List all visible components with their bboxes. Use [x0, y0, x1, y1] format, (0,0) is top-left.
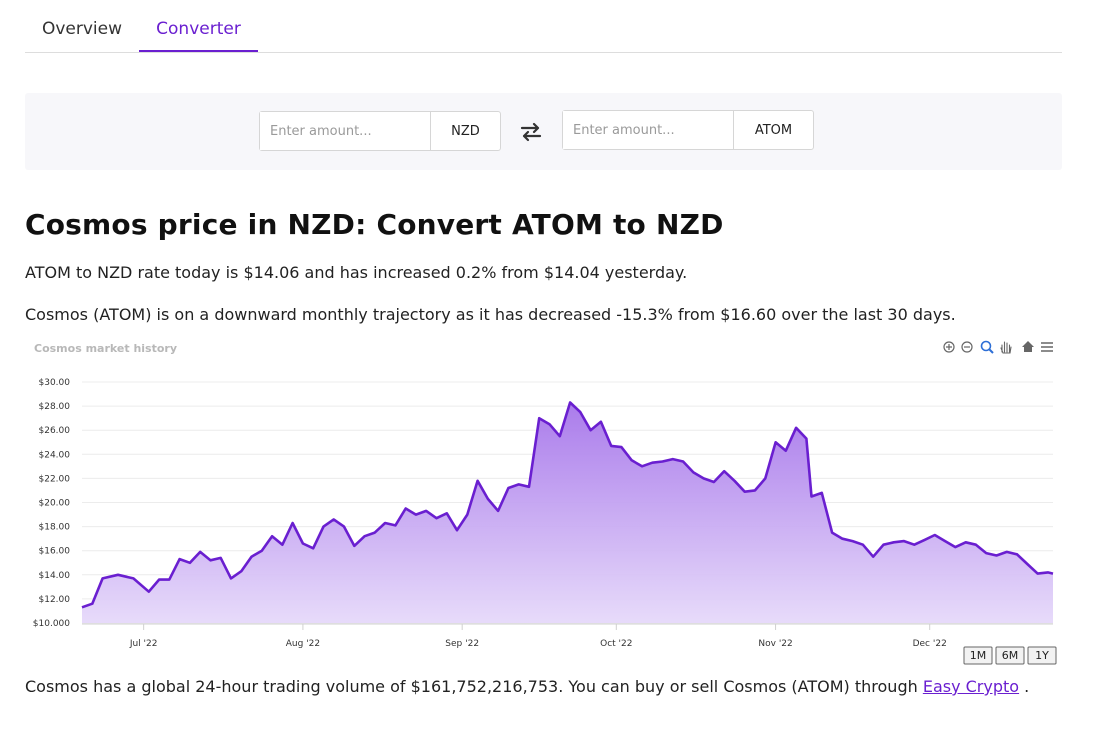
- y-tick-label: $30.00: [39, 378, 71, 388]
- x-tick-label: Oct '22: [600, 639, 632, 649]
- tab-converter[interactable]: Converter: [139, 0, 258, 52]
- x-tick-label: Aug '22: [286, 639, 320, 649]
- y-axis-labels: $10.000 $12.00 $14.00 $16.00 $18.00 $20.00 $22…: [33, 378, 70, 629]
- from-currency-button[interactable]: NZD: [430, 112, 500, 150]
- market-history-chart: Cosmos market history $10.000 $12.00 $14.0…: [25, 337, 1065, 667]
- y-tick-label: $24.00: [39, 450, 71, 460]
- y-tick-label: $22.00: [39, 474, 71, 484]
- chart-toolbar: [943, 340, 1053, 354]
- x-tick-label: Nov '22: [758, 639, 792, 649]
- zoom-in-icon[interactable]: [943, 341, 955, 353]
- y-tick-label: $18.00: [39, 523, 71, 533]
- trend-summary: Cosmos (ATOM) is on a downward monthly t…: [25, 305, 956, 324]
- chart-canvas: Cosmos market history $10.000 $12.00 $14.0…: [33, 340, 1057, 665]
- y-tick-label: $16.00: [39, 547, 71, 557]
- price-area: [82, 402, 1053, 623]
- x-tick-label: Dec '22: [913, 639, 947, 649]
- range-buttons: 1M 6M 1Y: [963, 646, 1057, 665]
- swap-arrows-icon[interactable]: [519, 120, 543, 144]
- range-button-1y[interactable]: 1Y: [1027, 646, 1057, 665]
- to-amount-group: ATOM: [562, 110, 814, 150]
- from-amount-input[interactable]: [260, 112, 430, 150]
- x-tick-label: Sep '22: [445, 639, 479, 649]
- y-tick-label: $12.00: [39, 595, 71, 605]
- reset-home-icon[interactable]: [1022, 341, 1034, 352]
- tab-bar: Overview Converter: [25, 0, 1062, 53]
- to-currency-button[interactable]: ATOM: [733, 111, 813, 149]
- easy-crypto-link[interactable]: Easy Crypto: [922, 677, 1020, 696]
- y-tick-label: $26.00: [39, 426, 71, 436]
- range-button-label: 1M: [970, 649, 987, 662]
- y-tick-label: $14.00: [39, 571, 71, 581]
- to-amount-input[interactable]: [563, 111, 733, 149]
- chart-title: Cosmos market history: [34, 342, 177, 355]
- volume-suffix: .: [1019, 677, 1030, 696]
- volume-sentence: Cosmos has a global 24-hour trading volu…: [25, 677, 923, 696]
- y-tick-label: $10.000: [33, 619, 70, 629]
- menu-icon[interactable]: [1041, 342, 1053, 352]
- tab-overview[interactable]: Overview: [41, 19, 123, 39]
- zoom-out-icon[interactable]: [961, 341, 973, 353]
- zoom-select-icon[interactable]: [980, 340, 994, 354]
- from-amount-group: NZD: [259, 111, 501, 151]
- range-button-label: 6M: [1002, 649, 1019, 662]
- y-tick-label: $20.00: [39, 499, 71, 509]
- price-line: [81, 401, 1054, 609]
- range-button-label: 1Y: [1035, 649, 1049, 662]
- currency-converter: NZD ATOM: [25, 93, 1062, 170]
- x-tick-label: Jul '22: [129, 639, 158, 649]
- range-button-1m[interactable]: 1M: [963, 646, 993, 665]
- y-tick-label: $28.00: [39, 402, 71, 412]
- page-title: Cosmos price in NZD: Convert ATOM to NZD: [25, 208, 724, 241]
- x-axis-labels: Jul '22 Aug '22 Sep '22 Oct '22 Nov '22 Dec '…: [82, 623, 1053, 649]
- pan-hand-icon[interactable]: [1000, 341, 1012, 354]
- range-button-6m[interactable]: 6M: [995, 646, 1025, 665]
- volume-text: Cosmos has a global 24-hour trading volu…: [25, 674, 1065, 700]
- rate-summary: ATOM to NZD rate today is $14.06 and has…: [25, 263, 688, 282]
